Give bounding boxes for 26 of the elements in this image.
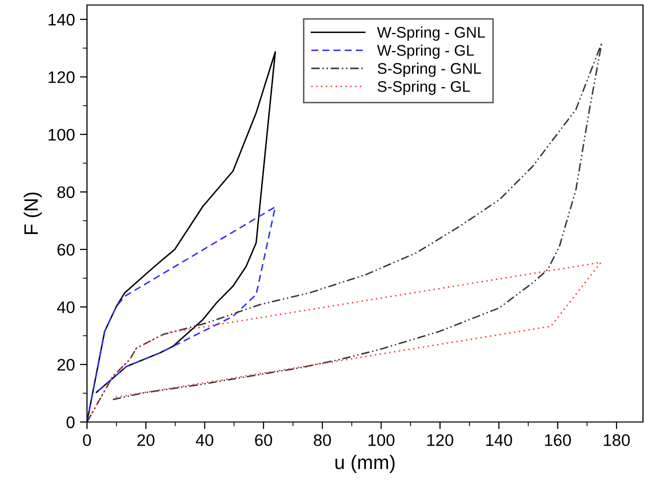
- y-tick-label: 0: [66, 416, 75, 428]
- x-tick-label: 160: [545, 434, 571, 446]
- x-axis-title: u (mm): [335, 454, 395, 474]
- y-tick-label: 40: [57, 301, 75, 314]
- x-tick-label: 40: [196, 434, 214, 446]
- x-tick-label: 100: [368, 434, 394, 446]
- y-tick-label: 80: [57, 186, 75, 198]
- legend-label: S-Spring - GNL: [378, 62, 481, 77]
- y-tick-label: 140: [48, 14, 75, 26]
- y-tick-label: 100: [48, 128, 75, 141]
- y-tick-label: 60: [58, 244, 75, 256]
- x-tick-label: 140: [486, 434, 512, 446]
- x-tick-label: 80: [314, 434, 331, 446]
- legend-label: W-Spring - GL: [377, 44, 474, 59]
- x-tick-label: 20: [137, 434, 154, 446]
- y-axis-title: F (N): [24, 192, 42, 234]
- x-tick-label: 180: [604, 434, 630, 446]
- x-tick-label: 60: [255, 434, 272, 446]
- legend-label: S-Spring - GL: [378, 80, 470, 95]
- line-series: [87, 206, 276, 422]
- x-tick-label: 0: [83, 434, 91, 446]
- legend-label: W-Spring - GNL: [377, 26, 485, 41]
- x-tick-label: 120: [427, 434, 454, 446]
- line-series: [87, 262, 602, 422]
- y-tick-label: 120: [48, 71, 75, 84]
- y-tick-label: 20: [57, 358, 75, 371]
